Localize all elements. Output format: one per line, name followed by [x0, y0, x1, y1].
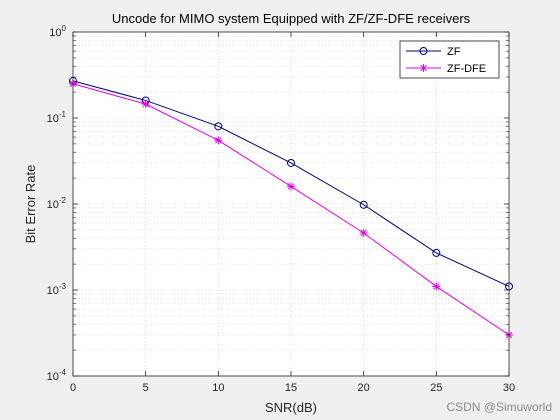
y-tick-exponent: -3: [59, 282, 67, 291]
y-tick-base: 10: [47, 285, 59, 297]
x-tick-label: 20: [358, 382, 370, 394]
y-tick-exponent: -1: [59, 110, 67, 119]
y-tick-label: 100: [49, 24, 66, 39]
legend: ZF ZF-DFE: [399, 40, 500, 79]
y-tick-exponent: -4: [59, 368, 67, 377]
x-tick-label: 30: [503, 382, 515, 394]
legend-box: [399, 40, 500, 79]
data-point-zf: [287, 158, 295, 167]
data-point-zf: [359, 200, 368, 209]
y-tick-base: 10: [47, 113, 59, 125]
legend-label-zf: ZF: [447, 46, 461, 58]
x-axis-label: SNR(dB): [265, 400, 317, 415]
y-tick-base: 10: [47, 371, 59, 383]
chart-title: Uncode for MIMO system Equipped with ZF/…: [112, 11, 471, 26]
y-tick-label: 10-1: [47, 110, 67, 125]
legend-label-zf-dfe: ZF-DFE: [447, 63, 486, 75]
data-point-zf: [432, 248, 441, 257]
x-tick-label: 0: [70, 382, 76, 394]
y-tick-exponent: 0: [62, 24, 67, 33]
data-point-zf-dfe: [287, 182, 295, 191]
data-point-zf-dfe: [359, 229, 368, 238]
legend-star-glyph: [419, 64, 428, 72]
y-tick-label: 10-3: [47, 282, 67, 297]
legend-marker-zf-dfe: [419, 64, 428, 72]
legend-marker-zf: [419, 47, 428, 55]
y-tick-label: 10-2: [47, 196, 67, 211]
x-tick-label: 10: [212, 382, 224, 394]
x-tick-label: 15: [285, 382, 297, 394]
data-point-zf: [214, 122, 223, 131]
y-tick-base: 10: [49, 27, 61, 39]
data-point-zf-dfe: [214, 136, 223, 145]
x-tick-label: 25: [430, 382, 442, 394]
y-tick-label: 10-4: [47, 368, 67, 383]
data-point-zf-dfe: [141, 100, 150, 109]
y-axis-label: Bit Error Rate: [23, 165, 38, 244]
series-layer: [69, 76, 513, 339]
x-tick-label: 5: [143, 382, 149, 394]
watermark: CSDN @Simuworld: [446, 400, 552, 414]
y-tick-exponent: -2: [59, 196, 67, 205]
y-tick-base: 10: [47, 199, 59, 211]
data-point-zf-dfe: [432, 282, 441, 291]
